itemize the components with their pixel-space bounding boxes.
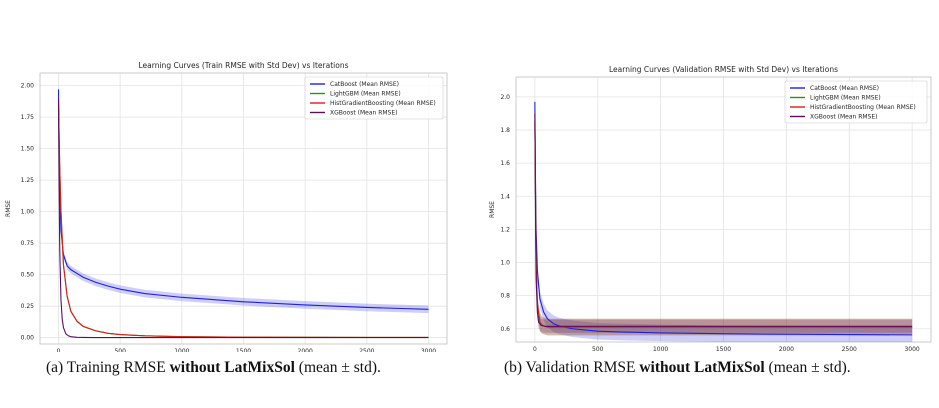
caption-a-bold: without LatMixSol — [169, 359, 295, 376]
y-tick-label: 2.0 — [500, 94, 510, 101]
x-tick-label: 0 — [533, 346, 537, 352]
series-line-xgboost — [57, 98, 429, 339]
x-tick-label: 3000 — [904, 346, 919, 352]
x-tick-label: 3000 — [421, 348, 436, 352]
x-tick-label: 0 — [57, 348, 61, 352]
y-axis-label: RMSE — [489, 201, 496, 218]
caption-a: (a) Training RMSE without LatMixSol (mea… — [46, 359, 381, 377]
legend-label: LightGBM (Mean RMSE) — [810, 95, 881, 102]
y-tick-label: 1.0 — [500, 260, 510, 267]
y-tick-label: 1.6 — [500, 160, 510, 167]
x-tick-label: 1500 — [716, 346, 731, 352]
caption-b-prefix: (b) Validation RMSE — [504, 359, 640, 376]
legend-label: LightGBM (Mean RMSE) — [330, 91, 401, 98]
legend-label: XGBoost (Mean RMSE) — [330, 110, 398, 117]
y-tick-label: 2.00 — [21, 83, 35, 90]
caption-a-prefix: (a) Training RMSE — [46, 359, 170, 376]
x-tick-label: 2500 — [359, 348, 374, 352]
caption-b-suffix: (mean ± std). — [764, 359, 851, 376]
y-tick-label: 1.4 — [500, 193, 510, 200]
chart-title: Learning Curves (Train RMSE with Std Dev… — [139, 61, 349, 70]
plot-area-b — [534, 93, 913, 342]
x-tick-label: 2500 — [842, 346, 857, 352]
x-tick-label: 1000 — [174, 348, 189, 352]
y-tick-label: 1.75 — [21, 114, 35, 121]
legend-box — [784, 80, 928, 124]
caption-b: (b) Validation RMSE without LatMixSol (m… — [504, 359, 851, 377]
y-tick-label: 1.8 — [500, 127, 510, 134]
y-tick-label: 0.50 — [21, 272, 35, 279]
legend: CatBoost (Mean RMSE) LightGBM (Mean RMSE)… — [784, 80, 928, 124]
legend-box — [304, 76, 444, 120]
x-tick-label: 1000 — [653, 346, 668, 352]
chart-panel-a: 0 500 1000 1500 2000 2500 3000 0.00 0.25 0.50 0.75… — [5, 61, 448, 352]
caption-a-suffix: (mean ± std). — [294, 359, 381, 376]
y-tick-label: 0.75 — [21, 240, 35, 247]
chart-panel-b: 0 500 1000 1500 2000 2500 3000 0.6 0.8 1.0 1.2 1.4 1… — [489, 65, 932, 352]
x-tick-label: 2000 — [779, 346, 794, 352]
legend: CatBoost (Mean RMSE) LightGBM (Mean RMSE)… — [304, 76, 444, 120]
legend-label: HistGradientBoosting (Mean RMSE) — [810, 104, 916, 111]
y-tick-label: 1.50 — [21, 146, 35, 153]
y-tick-label: 0.6 — [500, 326, 510, 333]
legend-label: XGBoost (Mean RMSE) — [810, 114, 878, 121]
x-tick-label: 1500 — [236, 348, 251, 352]
y-tick-label: 0.25 — [21, 303, 35, 310]
plot-frame — [515, 76, 932, 343]
y-tick-label: 1.00 — [21, 209, 35, 216]
x-tick-label: 500 — [592, 346, 604, 352]
legend-label: CatBoost (Mean RMSE) — [810, 85, 879, 92]
y-tick-label: 0.8 — [500, 293, 510, 300]
chart-title: Learning Curves (Validation RMSE with St… — [609, 65, 838, 74]
series-line-xgboost — [534, 113, 913, 327]
x-tick-label: 2000 — [298, 348, 313, 352]
legend-label: CatBoost (Mean RMSE) — [330, 81, 399, 88]
plot-frame — [39, 72, 448, 345]
y-axis-label: RMSE — [5, 200, 12, 217]
y-tick-label: 0.00 — [21, 335, 35, 342]
series-line-catboost — [57, 89, 429, 310]
x-tick-label: 500 — [114, 348, 126, 352]
y-tick-label: 1.25 — [21, 177, 35, 184]
caption-b-bold: without LatMixSol — [639, 359, 765, 376]
plot-area-a — [57, 85, 429, 339]
legend-label: HistGradientBoosting (Mean RMSE) — [330, 100, 436, 107]
figure-canvas: 0 500 1000 1500 2000 2500 3000 0.00 0.25 0.50 0.75… — [5, 61, 932, 352]
y-tick-label: 1.2 — [500, 226, 510, 233]
